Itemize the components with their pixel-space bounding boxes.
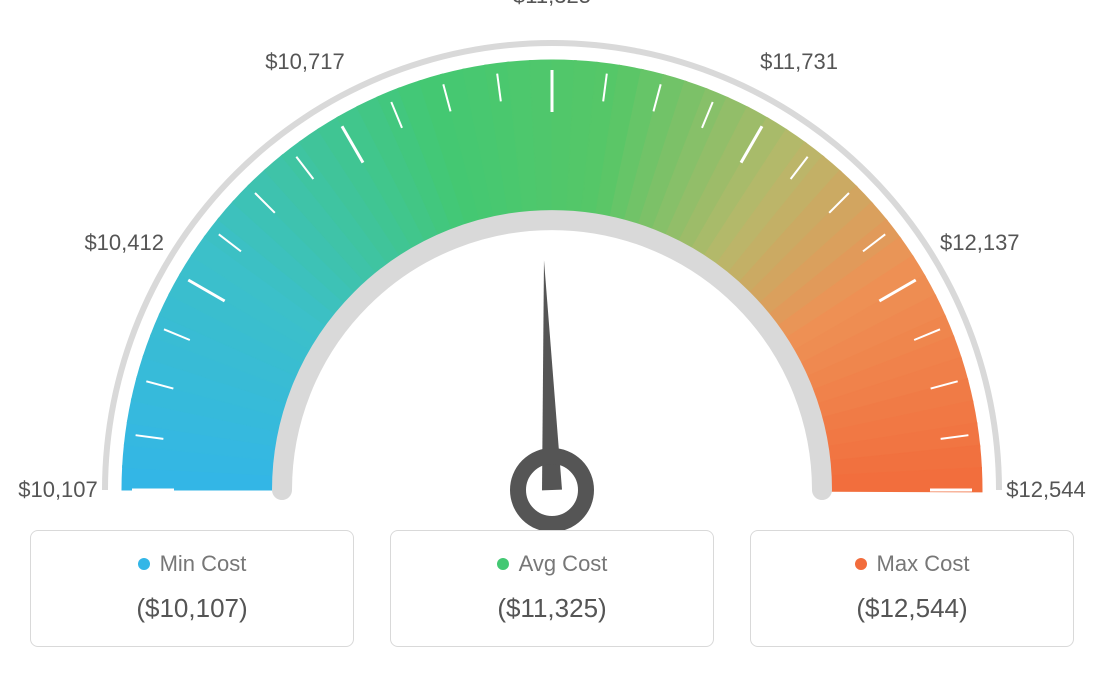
gauge-svg — [0, 0, 1104, 530]
gauge-tick-label: $12,137 — [940, 230, 1020, 256]
gauge-tick-label: $12,544 — [1006, 477, 1086, 503]
min-dot-icon — [138, 558, 150, 570]
avg-cost-title-text: Avg Cost — [519, 551, 608, 577]
gauge-tick-label: $11,325 — [513, 0, 591, 9]
avg-dot-icon — [497, 558, 509, 570]
gauge-container: $10,107 $10,412 $10,717 $11,325 $11,731 $12,1… — [0, 0, 1104, 530]
max-dot-icon — [855, 558, 867, 570]
max-cost-card: Max Cost ($12,544) — [750, 530, 1074, 647]
min-cost-card: Min Cost ($10,107) — [30, 530, 354, 647]
min-cost-title: Min Cost — [138, 551, 247, 577]
max-cost-value: ($12,544) — [761, 593, 1063, 624]
min-cost-title-text: Min Cost — [160, 551, 247, 577]
max-cost-title-text: Max Cost — [877, 551, 970, 577]
gauge-tick-label: $10,717 — [265, 49, 345, 75]
gauge-tick-label: $10,412 — [84, 230, 164, 256]
gauge-tick-label: $10,107 — [18, 477, 98, 503]
avg-cost-title: Avg Cost — [497, 551, 608, 577]
avg-cost-card: Avg Cost ($11,325) — [390, 530, 714, 647]
min-cost-value: ($10,107) — [41, 593, 343, 624]
cost-cards-row: Min Cost ($10,107) Avg Cost ($11,325) Ma… — [0, 530, 1104, 667]
gauge-tick-label: $11,731 — [760, 49, 838, 75]
max-cost-title: Max Cost — [855, 551, 970, 577]
avg-cost-value: ($11,325) — [401, 593, 703, 624]
